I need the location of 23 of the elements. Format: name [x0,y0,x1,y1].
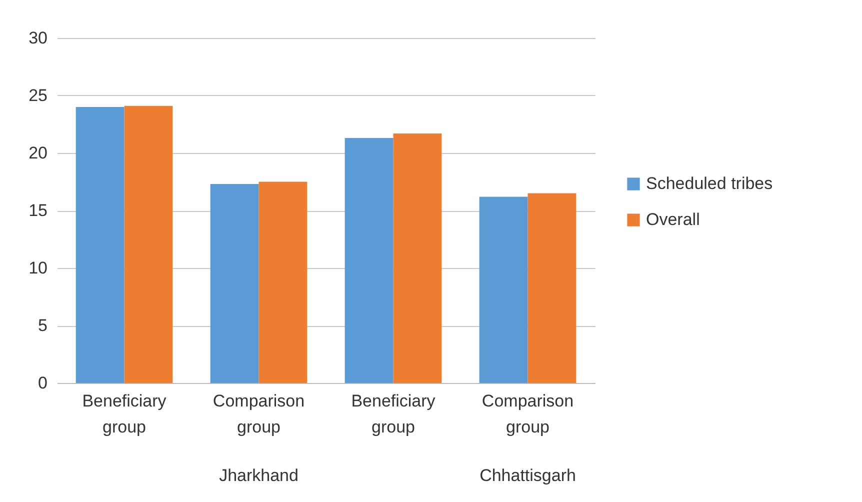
y-tick-label: 5 [38,316,48,335]
y-tick-label: 25 [28,86,48,105]
y-tick-label: 30 [28,28,48,48]
x-tick-label: Beneficiary group [351,392,436,436]
text: Jharkhand [219,466,298,485]
y-tick-label: 20 [28,144,48,162]
bar [124,106,173,383]
y-tick-label: 10 [28,258,48,278]
legend-label: Scheduled tribes [646,174,773,193]
bar [258,182,308,383]
x-tick-label: Comparison group [482,392,574,436]
bar [344,138,394,383]
x-tick-label: Comparison group [212,392,305,436]
bar [210,184,259,383]
y-tick-label: 15 [28,201,48,220]
x-tick-label: Beneficiary group [82,392,167,436]
bar [479,196,528,383]
bar [76,107,124,383]
y-tick-label: 0 [38,374,48,392]
legend-label: Overall [646,210,700,229]
bar [528,193,576,383]
bar [393,133,442,383]
text: Chhattisgarh [480,466,576,485]
